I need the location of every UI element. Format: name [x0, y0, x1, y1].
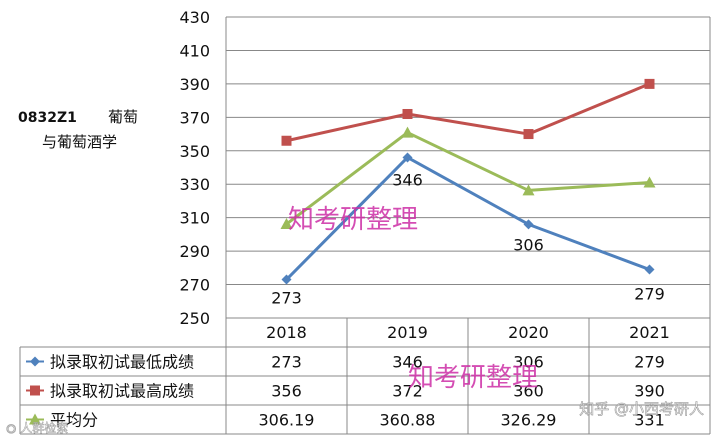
data-point-series-1: [644, 78, 655, 89]
watermark-table: 知考研整理: [408, 363, 538, 393]
y-tick-label: 370: [179, 108, 210, 127]
program-name-line1: 葡萄: [107, 108, 138, 126]
y-tick-label: 270: [179, 276, 210, 295]
table-cell-value: 331: [634, 411, 665, 430]
data-label: 273: [271, 289, 302, 308]
y-tick-label: 430: [179, 8, 210, 27]
series-line-1: [286, 82, 651, 143]
data-point-series-2: [401, 126, 414, 138]
data-label: 306: [513, 235, 544, 254]
data-point-series-0: [523, 219, 534, 230]
data-point-series-1: [402, 108, 413, 119]
y-tick-label: 350: [179, 142, 210, 161]
y-tick-label: 330: [179, 175, 210, 194]
x-category-label: 2019: [387, 323, 428, 342]
table-cell-value: 326.29: [501, 411, 557, 430]
data-point-series-2: [280, 218, 293, 230]
series-line-0: [285, 155, 651, 281]
data-point-series-0: [402, 152, 413, 163]
table-cell-value: 390: [634, 382, 665, 401]
table-cell-value: 306: [513, 353, 544, 372]
x-category-label: 2021: [629, 323, 670, 342]
y-tick-label: 390: [179, 75, 210, 94]
legend-label-0: 拟录取初试最低成绩: [50, 353, 194, 372]
table-cell-value: 360.88: [380, 411, 436, 430]
table-cell-value: 306.19: [259, 411, 315, 430]
legend-key-marker-1: [30, 385, 40, 396]
y-tick-label: 290: [179, 242, 210, 261]
legend-label-2: 平均分: [50, 411, 98, 430]
watermark-bottom-left: ◉ 人群检索: [6, 420, 68, 435]
table-cell-value: 356: [271, 382, 302, 401]
legend-key-marker-2: [29, 413, 41, 425]
program-code: 0832Z1: [18, 110, 77, 126]
watermark-bottom-right: 知乎 @小西考研人: [579, 400, 704, 418]
table-cell-value: 372: [392, 382, 423, 401]
data-point-series-0: [281, 274, 292, 285]
data-point-series-1: [281, 135, 292, 146]
table-cell-value: 346: [392, 353, 423, 372]
data-point-series-1: [523, 129, 534, 140]
data-label: 346: [392, 170, 423, 189]
y-tick-label: 250: [179, 309, 210, 328]
x-category-label: 2020: [508, 323, 549, 342]
table-cell-value: 360: [513, 382, 544, 401]
legend-label-1: 拟录取初试最高成绩: [50, 382, 194, 401]
legend-key-marker-0: [30, 356, 40, 367]
table-cell-value: 279: [634, 353, 665, 372]
y-tick-label: 310: [179, 209, 210, 228]
chart-title: 0832Z1 葡萄 与葡萄酒学: [18, 106, 168, 152]
program-name-line2: 与葡萄酒学: [42, 133, 118, 151]
watermark-center: 知考研整理: [288, 205, 418, 235]
data-label: 279: [634, 285, 665, 304]
series-line-2: [285, 131, 650, 226]
y-tick-label: 410: [179, 41, 210, 60]
data-point-series-0: [644, 264, 655, 275]
data-point-series-2: [643, 176, 656, 188]
x-category-label: 2018: [266, 323, 307, 342]
data-point-series-2: [522, 184, 535, 196]
table-cell-value: 273: [271, 353, 302, 372]
